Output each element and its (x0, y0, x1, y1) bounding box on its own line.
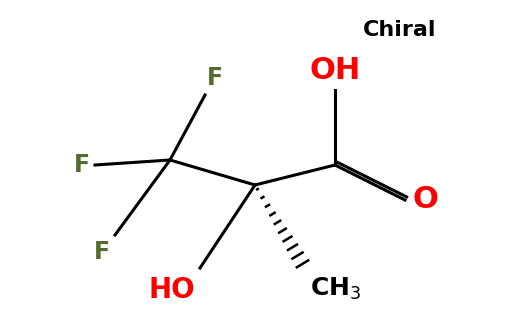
Text: F: F (74, 153, 90, 177)
Text: OH: OH (309, 56, 360, 85)
Text: Chiral: Chiral (363, 20, 437, 40)
Text: F: F (94, 240, 110, 264)
Text: HO: HO (148, 276, 195, 304)
Text: O: O (413, 186, 439, 215)
Text: CH$_3$: CH$_3$ (310, 276, 361, 302)
Text: F: F (207, 66, 223, 90)
